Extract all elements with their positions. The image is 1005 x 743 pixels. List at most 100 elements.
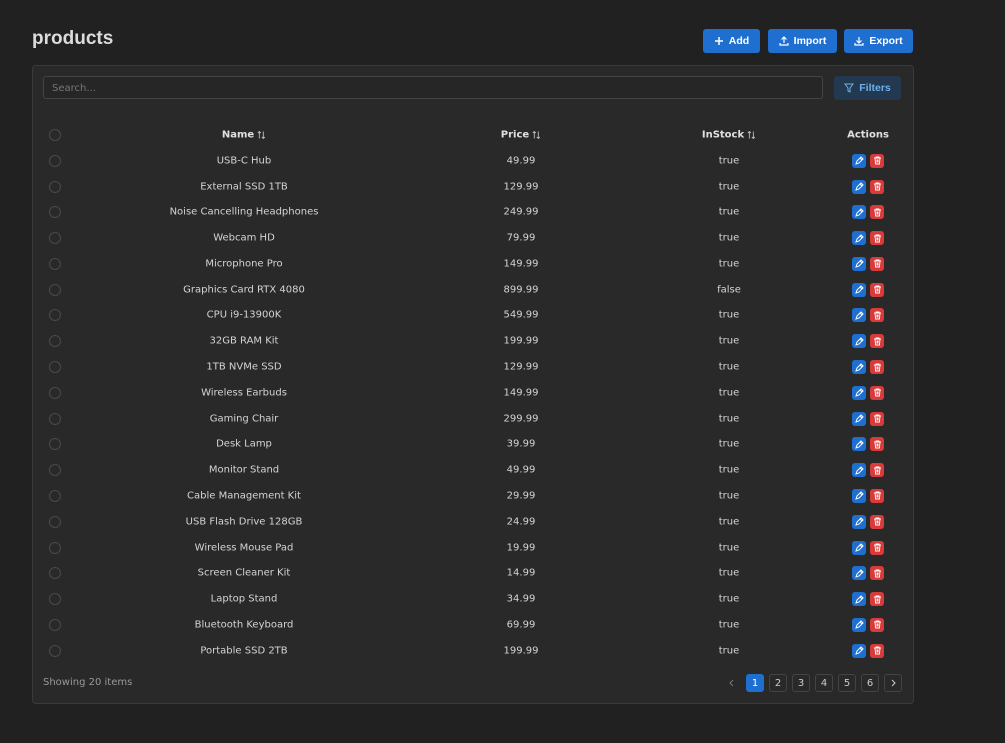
column-header[interactable]: InStock (702, 130, 756, 141)
row-checkbox[interactable] (49, 541, 61, 554)
edit-button[interactable] (852, 617, 866, 632)
table-cell: true (718, 413, 740, 425)
edit-button[interactable] (852, 411, 866, 426)
table-cell: true (718, 490, 740, 502)
import-button[interactable]: Import (768, 29, 837, 53)
column-header[interactable]: Name (222, 130, 266, 141)
row-checkbox[interactable] (49, 644, 61, 657)
delete-button[interactable] (870, 540, 884, 555)
edit-button[interactable] (852, 592, 866, 607)
page-button[interactable]: 1 (746, 674, 764, 692)
edit-button[interactable] (852, 308, 866, 323)
edit-button[interactable] (852, 540, 866, 555)
upload-icon (779, 36, 789, 46)
column-header-label: Price (500, 129, 530, 141)
table-cell: 34.99 (506, 593, 536, 605)
trash-icon (873, 156, 881, 165)
edit-button[interactable] (852, 360, 866, 375)
edit-button[interactable] (852, 179, 866, 194)
table-cell: 19.99 (506, 542, 536, 553)
table-cell: Webcam HD (213, 232, 275, 244)
row-checkbox[interactable] (49, 361, 61, 374)
delete-button[interactable] (870, 488, 884, 503)
delete-button[interactable] (870, 566, 884, 581)
row-checkbox[interactable] (49, 257, 61, 270)
row-checkbox[interactable] (49, 180, 61, 193)
delete-button[interactable] (870, 231, 884, 246)
column-header-label: Actions (847, 129, 889, 141)
row-checkbox[interactable] (49, 464, 61, 477)
delete-button[interactable] (870, 643, 884, 658)
plus-icon (714, 37, 723, 45)
edit-button[interactable] (852, 514, 866, 529)
row-checkbox[interactable] (49, 593, 61, 606)
delete-button[interactable] (870, 411, 884, 426)
row-checkbox[interactable] (49, 232, 61, 245)
table-cell: 249.99 (503, 206, 539, 218)
row-checkbox[interactable] (49, 567, 61, 580)
row-checkbox[interactable] (49, 206, 61, 219)
prev-page[interactable] (723, 674, 741, 692)
delete-button[interactable] (870, 282, 884, 297)
delete-button[interactable] (870, 592, 884, 607)
edit-button[interactable] (852, 205, 866, 220)
row-checkbox[interactable] (49, 618, 61, 631)
table-cell: 149.99 (503, 258, 539, 270)
delete-button[interactable] (870, 514, 884, 529)
page-button[interactable]: 2 (769, 674, 787, 692)
edit-button[interactable] (852, 385, 866, 400)
delete-button[interactable] (870, 617, 884, 632)
edit-button[interactable] (852, 231, 866, 246)
row-checkbox[interactable] (49, 412, 61, 425)
row-checkbox[interactable] (49, 309, 61, 322)
edit-button[interactable] (852, 437, 866, 452)
row-checkbox[interactable] (49, 489, 61, 502)
row-checkbox[interactable] (49, 154, 61, 167)
trash-icon (873, 646, 881, 655)
trash-icon (873, 414, 881, 423)
export-button[interactable]: Export (844, 29, 913, 53)
row-checkbox[interactable] (49, 386, 61, 399)
edit-button[interactable] (852, 256, 866, 271)
edit-button[interactable] (852, 153, 866, 168)
trash-icon (873, 543, 881, 552)
page-button[interactable]: 4 (815, 674, 833, 692)
delete-button[interactable] (870, 256, 884, 271)
column-header[interactable]: Price (501, 130, 541, 141)
edit-button[interactable] (852, 334, 866, 349)
delete-button[interactable] (870, 334, 884, 349)
page-button[interactable]: 6 (861, 674, 879, 692)
delete-button[interactable] (870, 385, 884, 400)
trash-icon (873, 595, 881, 603)
trash-icon (873, 208, 881, 217)
delete-button[interactable] (870, 308, 884, 323)
delete-button[interactable] (870, 360, 884, 375)
add-button[interactable]: Add (703, 29, 760, 53)
next-page[interactable] (884, 674, 902, 692)
row-checkbox[interactable] (49, 283, 61, 296)
delete-button[interactable] (870, 153, 884, 168)
edit-icon (854, 491, 864, 501)
edit-button[interactable] (852, 488, 866, 503)
page-button[interactable]: 5 (838, 674, 856, 692)
delete-button[interactable] (870, 179, 884, 194)
page-button[interactable]: 3 (792, 674, 810, 692)
row-checkbox[interactable] (49, 438, 61, 451)
delete-button[interactable] (870, 205, 884, 220)
select-all-checkbox[interactable] (49, 129, 61, 141)
edit-button[interactable] (852, 282, 866, 297)
search-input[interactable]: Search... (43, 76, 823, 99)
row-checkbox[interactable] (49, 515, 61, 528)
edit-button[interactable] (852, 463, 866, 478)
delete-button[interactable] (870, 463, 884, 478)
delete-button[interactable] (870, 437, 884, 452)
filters-button[interactable]: Filters (834, 76, 901, 100)
sort-icon (747, 130, 756, 140)
row-checkbox[interactable] (49, 335, 61, 348)
edit-button[interactable] (852, 643, 866, 658)
edit-icon (854, 414, 864, 423)
table-cell: 129.99 (503, 361, 539, 373)
table-cell: true (718, 438, 740, 450)
edit-button[interactable] (852, 566, 866, 581)
trash-icon (873, 285, 881, 294)
